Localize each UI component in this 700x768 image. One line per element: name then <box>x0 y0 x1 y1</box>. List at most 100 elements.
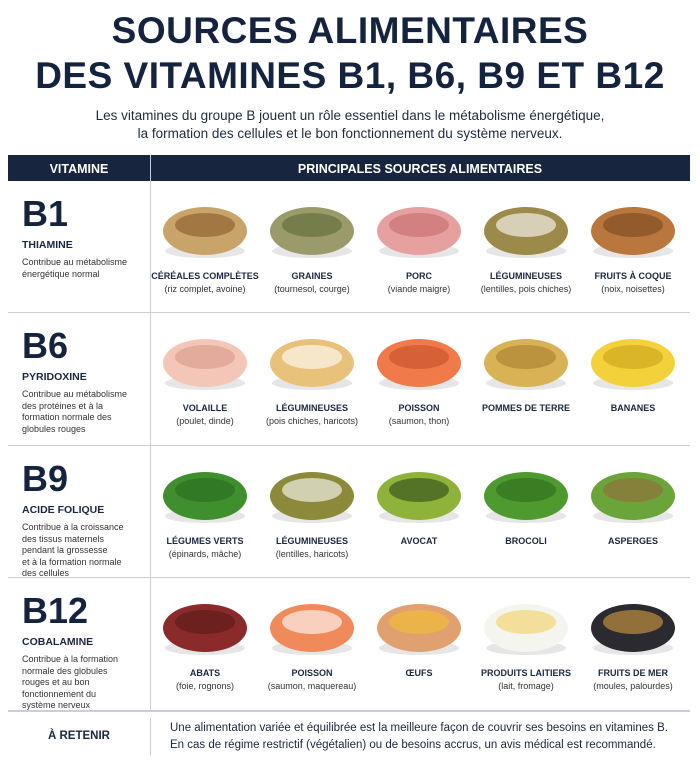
food-detail: (noix, noisettes) <box>601 284 665 294</box>
food-image <box>484 472 568 523</box>
food-image <box>270 339 354 390</box>
food-image <box>591 207 675 258</box>
column-header: PRINCIPALES SOURCES ALIMENTAIRES <box>297 162 543 176</box>
food-detail: (poulet, dinde) <box>176 416 234 426</box>
food-name: LÉGUMINEUSES <box>489 271 562 281</box>
food-name: GRAINES <box>291 271 333 281</box>
food-image <box>377 472 461 523</box>
food-detail: (épinards, mâche) <box>168 549 242 559</box>
table-row <box>8 313 690 446</box>
food-image <box>591 339 675 390</box>
food-name: PORC <box>405 271 432 281</box>
footer-box <box>8 711 690 762</box>
food-name: FRUITS À COQUE <box>594 271 672 281</box>
image-shape <box>282 345 342 369</box>
vitamin-description: pendant la grossesse <box>22 545 108 555</box>
image-shape <box>282 478 342 502</box>
food-detail: (foie, rognons) <box>175 681 235 691</box>
food-detail: (lait, fromage) <box>498 681 554 691</box>
food-detail: (tournesol, courge) <box>274 284 350 294</box>
image-shape <box>496 478 556 502</box>
vitamin-description: formation normale des <box>22 412 112 422</box>
table-header <box>8 155 690 181</box>
vitamin-description: Contribue au métabolisme <box>22 389 128 399</box>
image-shape <box>496 610 556 634</box>
food-image <box>163 604 247 655</box>
vitamin-description: normale des globules <box>22 665 108 676</box>
vitamin-description: globules rouges <box>22 423 86 434</box>
column-divider <box>150 155 151 710</box>
food-detail: (saumon, maquereau) <box>267 681 357 691</box>
food-name: AVOCAT <box>400 536 438 546</box>
vitamin-name: COBALAMINE <box>22 636 94 648</box>
vitamin-description: Contribue à la croissance <box>22 522 124 532</box>
food-detail: (lentilles, pois chiches) <box>480 284 572 294</box>
vitamin-description: des protéines et à la <box>22 400 104 411</box>
food-image <box>270 604 354 655</box>
food-name: FRUITS DE MER <box>597 668 668 678</box>
table-row <box>8 446 690 578</box>
vitamin-description: fonctionnement du <box>22 688 97 699</box>
food-name: BROCOLI <box>505 536 547 546</box>
vitamin-code: B12 <box>22 590 89 631</box>
food-detail: (viande maigre) <box>387 284 451 294</box>
vitamin-name: ACIDE FOLIQUE <box>22 504 105 516</box>
vitamin-code: B9 <box>22 458 69 499</box>
image-shape <box>603 345 663 369</box>
vitamin-description: Contribue à la formation <box>22 654 119 664</box>
vitamin-code: B6 <box>22 325 69 366</box>
food-detail: (lentilles, haricots) <box>275 549 349 559</box>
vitamin-description: Contribue au métabolisme <box>22 257 128 267</box>
food-image <box>591 472 675 523</box>
vitamin-description: système nerveux <box>22 700 91 710</box>
food-image <box>163 207 247 258</box>
image-shape <box>389 610 449 634</box>
vitamin-code: B1 <box>22 193 69 234</box>
food-name: LÉGUMINEUSES <box>275 403 348 413</box>
food-name: ŒUFS <box>405 668 433 678</box>
food-image <box>591 604 675 655</box>
image-shape <box>389 345 449 369</box>
food-image <box>377 207 461 258</box>
food-image <box>484 207 568 258</box>
title-line: SOURCES ALIMENTAIRES <box>111 10 589 51</box>
footer-label: À RETENIR <box>48 730 110 742</box>
image-shape <box>389 213 449 237</box>
vitamin-description: énergétique normal <box>22 268 100 279</box>
food-image <box>270 472 354 523</box>
image-shape <box>496 345 556 369</box>
vitamin-name: THIAMINE <box>22 239 73 251</box>
food-name: CÉRÉALES COMPLÈTES <box>151 271 259 281</box>
image-shape <box>603 478 663 502</box>
image-shape <box>603 610 663 634</box>
table-row <box>8 181 690 313</box>
image-shape <box>282 610 342 634</box>
footer-line: Une alimentation variée et équilibrée es… <box>170 722 668 734</box>
food-name: VOLAILLE <box>182 403 228 413</box>
food-detail: (riz complet, avoine) <box>164 284 246 294</box>
food-name: LÉGUMINEUSES <box>275 536 348 546</box>
image-shape <box>603 213 663 237</box>
image-shape <box>496 213 556 237</box>
intro-line: la formation des cellules et le bon fonc… <box>137 126 563 141</box>
table-row <box>8 578 690 711</box>
food-image <box>377 604 461 655</box>
image-shape <box>282 213 342 237</box>
image-shape <box>175 610 235 634</box>
intro-line: Les vitamines du groupe B jouent un rôle… <box>95 108 605 123</box>
vitamin-name: PYRIDOXINE <box>22 371 87 383</box>
food-image <box>377 339 461 390</box>
vitamin-description: et à la formation normale <box>22 556 122 567</box>
food-name: POISSON <box>398 403 440 413</box>
image-shape <box>175 213 235 237</box>
food-image <box>163 339 247 390</box>
food-detail: (saumon, thon) <box>388 416 450 426</box>
food-name: ABATS <box>189 668 221 678</box>
food-name: BANANES <box>610 403 656 413</box>
image-shape <box>175 345 235 369</box>
footer-line: En cas de régime restrictif (végétalien)… <box>170 739 656 751</box>
footer-divider <box>150 718 151 756</box>
column-header: VITAMINE <box>49 162 109 176</box>
vitamin-description: des cellules <box>22 568 70 578</box>
food-detail: (pois chiches, haricots) <box>265 416 359 426</box>
